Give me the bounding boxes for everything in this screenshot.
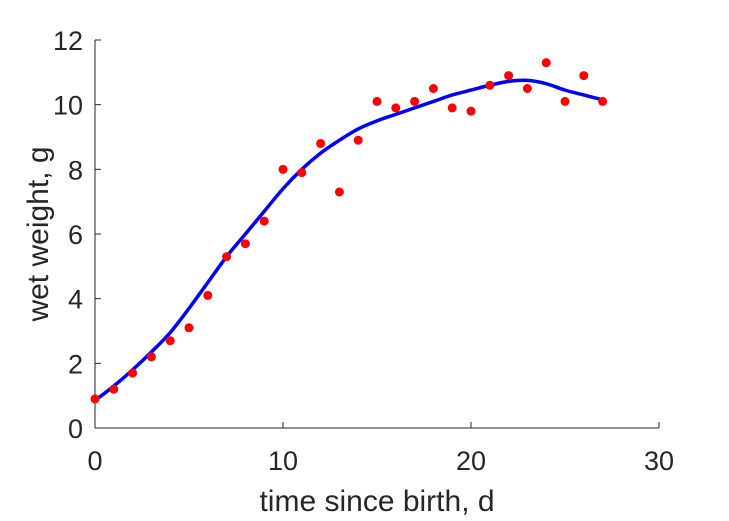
data-point [522, 84, 532, 93]
data-point [278, 164, 288, 174]
y-tick-label: 0 [68, 414, 83, 444]
data-point [165, 336, 175, 346]
data-point [598, 96, 608, 106]
data-point [128, 368, 138, 378]
data-point [410, 96, 420, 106]
data-point [372, 96, 382, 106]
data-point [447, 103, 457, 113]
data-point [259, 216, 269, 226]
data-point [353, 135, 363, 145]
data-point [466, 106, 476, 116]
data-point [504, 71, 514, 81]
data-point [109, 384, 119, 394]
y-tick-label: 12 [53, 26, 83, 56]
data-point [485, 80, 495, 90]
data-point [90, 394, 100, 404]
x-tick-label: 20 [456, 446, 486, 476]
data-point [334, 187, 344, 197]
data-point [560, 96, 570, 106]
data-points-group [90, 58, 608, 404]
x-axis-title: time since birth, d [259, 485, 494, 518]
y-tick-label: 2 [68, 349, 83, 379]
x-tick-label: 0 [87, 446, 102, 476]
y-tick-label: 8 [68, 155, 83, 185]
data-point [297, 168, 307, 178]
fit-curve-group [93, 78, 605, 403]
x-tick-label: 10 [268, 446, 298, 476]
data-point [146, 352, 156, 362]
y-tick-label: 6 [68, 220, 83, 250]
data-point [184, 323, 194, 333]
y-tick-label: 10 [53, 91, 83, 121]
data-point [222, 252, 232, 262]
x-tick-label: 30 [644, 446, 674, 476]
y-tick-label: 4 [68, 285, 83, 315]
fit-curve [93, 78, 605, 403]
y-axis-title: wet weight, g [22, 146, 55, 322]
data-point [316, 138, 326, 148]
data-point [428, 84, 438, 93]
axis-ticks: 0 10 20 30 0 2 4 6 8 10 12 [53, 26, 674, 476]
data-point [541, 58, 551, 68]
data-point [203, 290, 213, 300]
data-point [391, 103, 401, 113]
data-point [579, 71, 589, 81]
data-point [240, 239, 250, 249]
